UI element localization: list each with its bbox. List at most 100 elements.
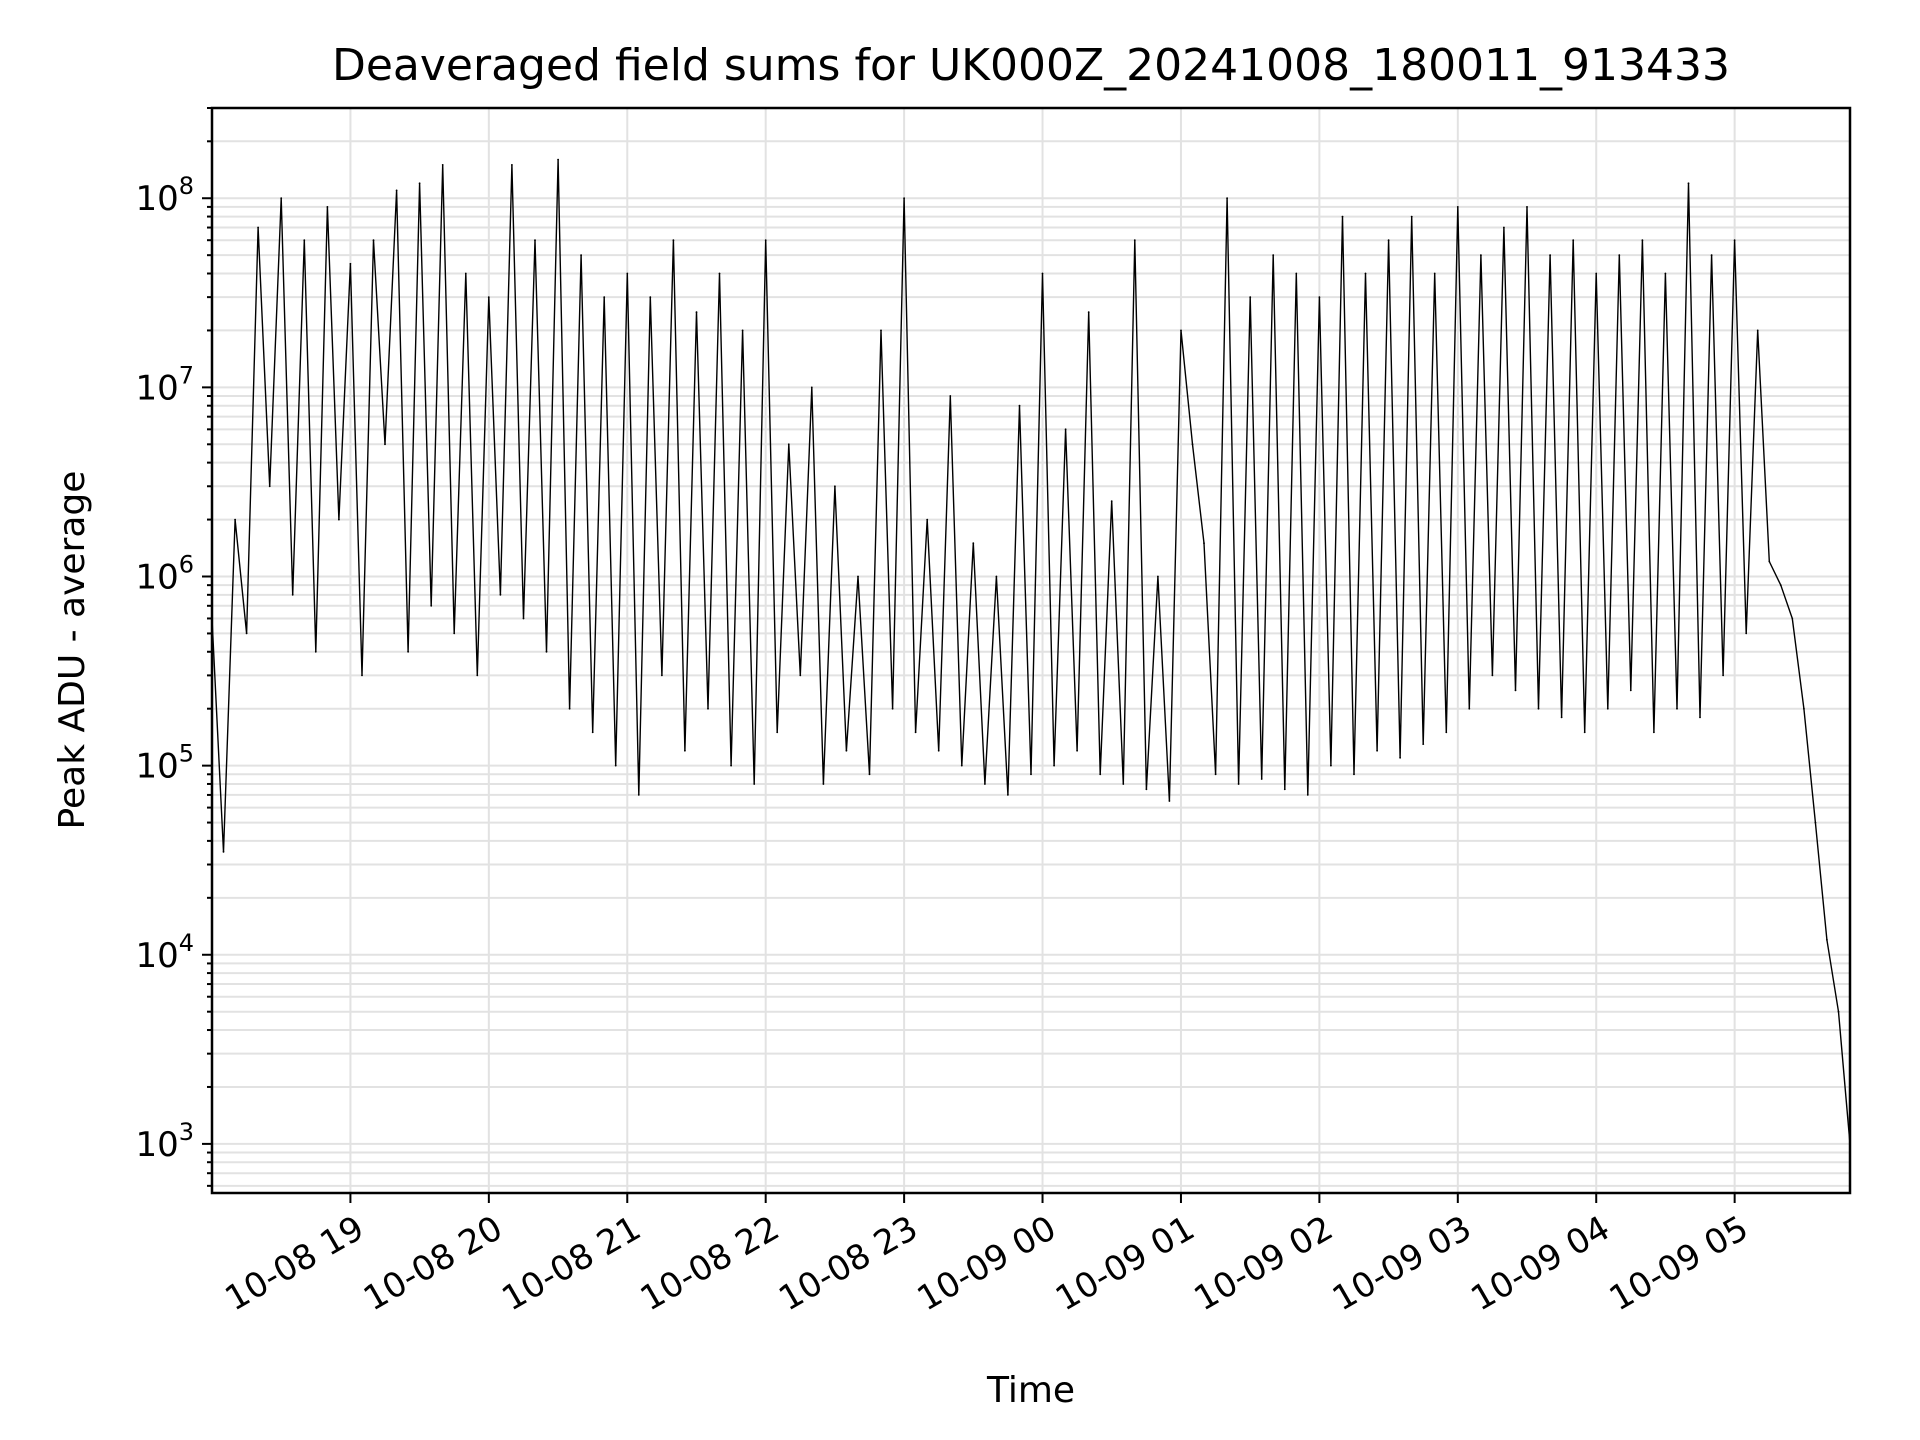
- data-point: [1595, 272, 1598, 275]
- y-tick-label-exponent: 4: [179, 929, 194, 957]
- y-tick-label-exponent: 7: [179, 361, 194, 389]
- data-point: [614, 764, 617, 767]
- data-point: [937, 749, 940, 752]
- y-tick-label-base: 10: [135, 936, 178, 976]
- data-point: [1157, 575, 1159, 578]
- data-point: [1549, 254, 1551, 257]
- data-point: [834, 485, 836, 488]
- data-point: [880, 329, 882, 332]
- y-tick-label-exponent: 6: [179, 551, 194, 579]
- data-point: [1468, 707, 1471, 710]
- data-point: [995, 575, 998, 578]
- data-point: [626, 272, 629, 275]
- data-point: [637, 794, 640, 796]
- data-point: [764, 239, 767, 242]
- data-point: [1214, 773, 1217, 776]
- data-point: [649, 296, 652, 298]
- data-point: [245, 632, 248, 635]
- y-axis-label: Peak ADU - average: [52, 471, 93, 830]
- y-tick-label: 108: [135, 172, 194, 219]
- y-tick-label: 107: [135, 361, 194, 408]
- data-point: [891, 707, 894, 710]
- data-point: [1618, 254, 1621, 257]
- data-point: [741, 329, 744, 332]
- data-point: [1410, 215, 1413, 218]
- data-point: [1226, 197, 1228, 200]
- y-tick-label: 105: [135, 740, 194, 787]
- data-point: [1053, 764, 1055, 767]
- data-point: [1491, 674, 1494, 677]
- data-point: [280, 197, 283, 200]
- y-tick-label: 103: [135, 1118, 194, 1165]
- data-point: [1007, 794, 1009, 796]
- data-point: [926, 518, 929, 521]
- data-point: [787, 443, 790, 446]
- data-point: [314, 650, 317, 653]
- data-point: [695, 311, 698, 313]
- data-point: [730, 764, 732, 767]
- data-point: [1572, 239, 1575, 242]
- data-point: [291, 593, 294, 596]
- data-point: [476, 674, 479, 677]
- data-point: [1768, 560, 1771, 563]
- data-point: [1387, 239, 1390, 242]
- data-point: [303, 239, 306, 242]
- data-point: [1145, 788, 1148, 791]
- data-point: [522, 617, 525, 620]
- data-point: [441, 164, 444, 166]
- data-point: [453, 632, 456, 635]
- data-point: [1422, 743, 1425, 745]
- data-point: [1503, 226, 1505, 229]
- data-point: [568, 707, 571, 710]
- data-point: [1606, 707, 1609, 710]
- data-point: [257, 226, 259, 229]
- data-point: [845, 749, 848, 752]
- data-point: [972, 542, 975, 545]
- data-point: [1203, 542, 1205, 545]
- data-point: [822, 783, 825, 785]
- data-point: [1283, 788, 1286, 791]
- data-point: [1445, 731, 1448, 734]
- y-tick-label-base: 10: [135, 747, 178, 787]
- data-point: [1353, 773, 1355, 776]
- data-point: [234, 518, 237, 521]
- data-point: [1318, 296, 1321, 298]
- data-point: [857, 575, 859, 578]
- data-point: [1826, 938, 1828, 941]
- data-point: [903, 197, 905, 200]
- data-point: [1480, 254, 1482, 257]
- data-point: [430, 604, 433, 607]
- data-point: [1722, 674, 1724, 677]
- data-point: [499, 593, 502, 596]
- data-point: [1756, 329, 1759, 332]
- y-tick-label: 106: [135, 551, 194, 598]
- data-point: [603, 296, 606, 298]
- data-point: [1041, 272, 1044, 275]
- data-point: [1272, 254, 1275, 257]
- data-point: [1837, 1010, 1840, 1013]
- data-point: [1814, 821, 1817, 824]
- data-point: [487, 296, 490, 298]
- data-point: [949, 395, 952, 397]
- data-point: [1295, 272, 1298, 275]
- data-point: [810, 386, 813, 389]
- data-point: [1260, 778, 1263, 780]
- data-point: [684, 749, 686, 752]
- data-point: [984, 783, 986, 785]
- data-point: [268, 485, 271, 488]
- data-point: [384, 443, 386, 446]
- data-point: [1364, 272, 1367, 275]
- data-point: [326, 206, 329, 208]
- data-point: [1733, 239, 1736, 242]
- data-point: [707, 707, 709, 710]
- data-point: [338, 518, 340, 521]
- data-point: [1560, 716, 1563, 719]
- y-tick-label-base: 10: [135, 368, 178, 408]
- data-point: [1803, 707, 1805, 710]
- data-point: [1110, 500, 1113, 503]
- data-point: [349, 262, 352, 265]
- data-point: [1745, 632, 1748, 635]
- plot-frame: [210, 106, 1852, 1195]
- data-point: [1526, 206, 1528, 208]
- data-point: [1168, 800, 1171, 802]
